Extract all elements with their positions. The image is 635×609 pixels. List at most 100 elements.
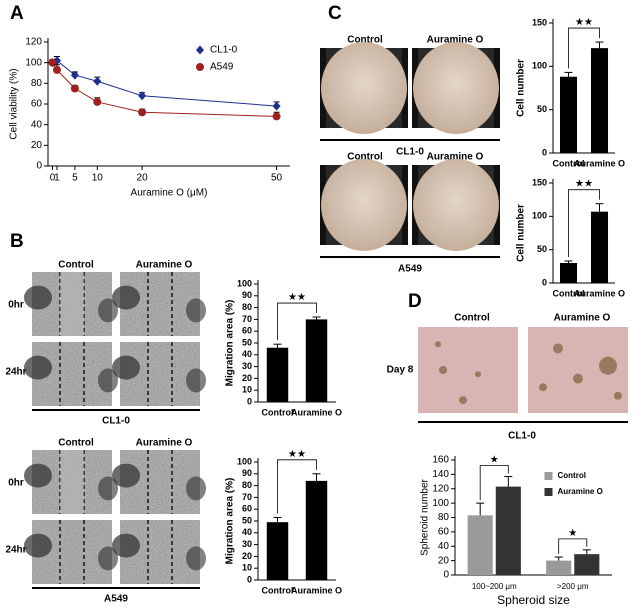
legend-marker [196, 63, 204, 71]
column-label: Auramine O [136, 438, 193, 449]
wound-gap [60, 272, 84, 336]
cell-cluster [186, 298, 206, 323]
x-tick-label: 1 [54, 173, 60, 184]
spheroid [614, 391, 622, 400]
column-label: Auramine O [427, 35, 484, 46]
column-label: Auramine O [554, 313, 611, 324]
y-tick-label: 0 [247, 396, 252, 406]
y-tick-label: 90 [242, 290, 252, 300]
y-tick-label: 60 [242, 326, 252, 336]
column-label: Control [347, 152, 383, 163]
cell-line-label: CL1-0 [508, 431, 536, 442]
panel-label: D [408, 291, 422, 312]
bar [590, 48, 609, 154]
cell-line-label: CL1-0 [102, 416, 130, 427]
x-tick-label: Control [553, 288, 585, 298]
y-tick-label: 30 [242, 539, 252, 549]
y-tick-label: 100 [25, 57, 42, 68]
y-tick-label: 80 [31, 78, 43, 89]
x-tick-label: 50 [271, 173, 283, 184]
cell-cluster [186, 546, 206, 571]
cell-cluster [24, 463, 52, 488]
y-axis-label: Migration area (%) [225, 300, 236, 387]
y-tick-label: 50 [242, 337, 252, 347]
significance-bracket [277, 459, 317, 514]
cell-cluster [24, 355, 52, 380]
legend-marker [196, 45, 204, 55]
data-point [272, 101, 281, 111]
x-tick-label: >200 μm [557, 582, 589, 591]
significance-bracket [568, 189, 600, 257]
panel-label: A [10, 3, 24, 24]
y-tick-label: 40 [31, 119, 43, 130]
y-tick-label: 50 [242, 515, 252, 525]
y-tick-label: 100 [432, 498, 449, 509]
y-tick-label: 70 [242, 492, 252, 502]
dish-texture [418, 165, 494, 245]
data-point [93, 76, 102, 86]
spheroid [439, 366, 447, 374]
dish-texture [326, 165, 402, 245]
legend-label: Control [557, 471, 585, 480]
column-label: Control [454, 313, 490, 324]
cell-cluster [112, 533, 140, 558]
x-axis-label: Auramine O (μM) [131, 188, 208, 199]
cell-line-label: A549 [104, 594, 128, 605]
legend-label: Auramine O [557, 487, 602, 496]
bar [546, 560, 572, 575]
bar [467, 515, 493, 575]
y-tick-label: 80 [242, 480, 252, 490]
y-tick-label: 50 [537, 244, 547, 254]
y-tick-label: 80 [438, 512, 450, 523]
y-tick-label: 10 [242, 385, 252, 395]
column-label: Control [58, 438, 94, 449]
significance-label: ★★ [288, 292, 306, 303]
y-tick-label: 150 [532, 177, 547, 187]
y-tick-label: 100 [237, 456, 252, 466]
y-tick-label: 90 [242, 468, 252, 478]
series-line [52, 60, 277, 107]
y-tick-label: 60 [31, 99, 43, 110]
x-tick-label: 20 [137, 173, 149, 184]
bar [590, 211, 609, 283]
bar [559, 76, 578, 153]
wound-gap [60, 450, 84, 514]
row-label: 24hr [5, 367, 26, 378]
legend-label: A549 [210, 62, 234, 73]
data-point [272, 112, 281, 121]
x-tick-label: Auramine O [574, 288, 625, 298]
y-tick-label: 20 [438, 555, 450, 566]
x-tick-label: 100~200 μm [472, 582, 517, 591]
y-tick-label: 0 [542, 147, 547, 157]
y-axis-label: Spheroid number [420, 478, 431, 555]
data-point [70, 70, 79, 80]
y-tick-label: 70 [242, 314, 252, 324]
significance-bracket [558, 538, 588, 555]
row-label: 0hr [8, 478, 24, 489]
bar [495, 486, 521, 575]
x-axis-label: Spheroid size [497, 593, 570, 607]
y-axis-label: Cell number [516, 204, 527, 262]
significance-label: ★ [568, 528, 577, 539]
spheroid [475, 371, 481, 378]
x-tick-label: Control [262, 585, 294, 595]
y-tick-label: 20 [31, 140, 43, 151]
data-point [138, 108, 147, 117]
y-tick-label: 160 [432, 455, 449, 466]
bar [559, 263, 578, 283]
y-tick-label: 120 [432, 483, 449, 494]
y-tick-label: 20 [242, 373, 252, 383]
y-tick-label: 80 [242, 302, 252, 312]
y-tick-label: 120 [25, 37, 42, 48]
row-label: 24hr [5, 545, 26, 556]
y-tick-label: 60 [242, 504, 252, 514]
significance-label: ★★ [575, 17, 593, 28]
legend-swatch [544, 472, 553, 480]
spheroid [539, 383, 547, 392]
bar [305, 319, 328, 402]
column-label: Control [347, 35, 383, 46]
cell-cluster [98, 368, 118, 393]
bar [266, 522, 289, 580]
spheroid [553, 343, 563, 354]
